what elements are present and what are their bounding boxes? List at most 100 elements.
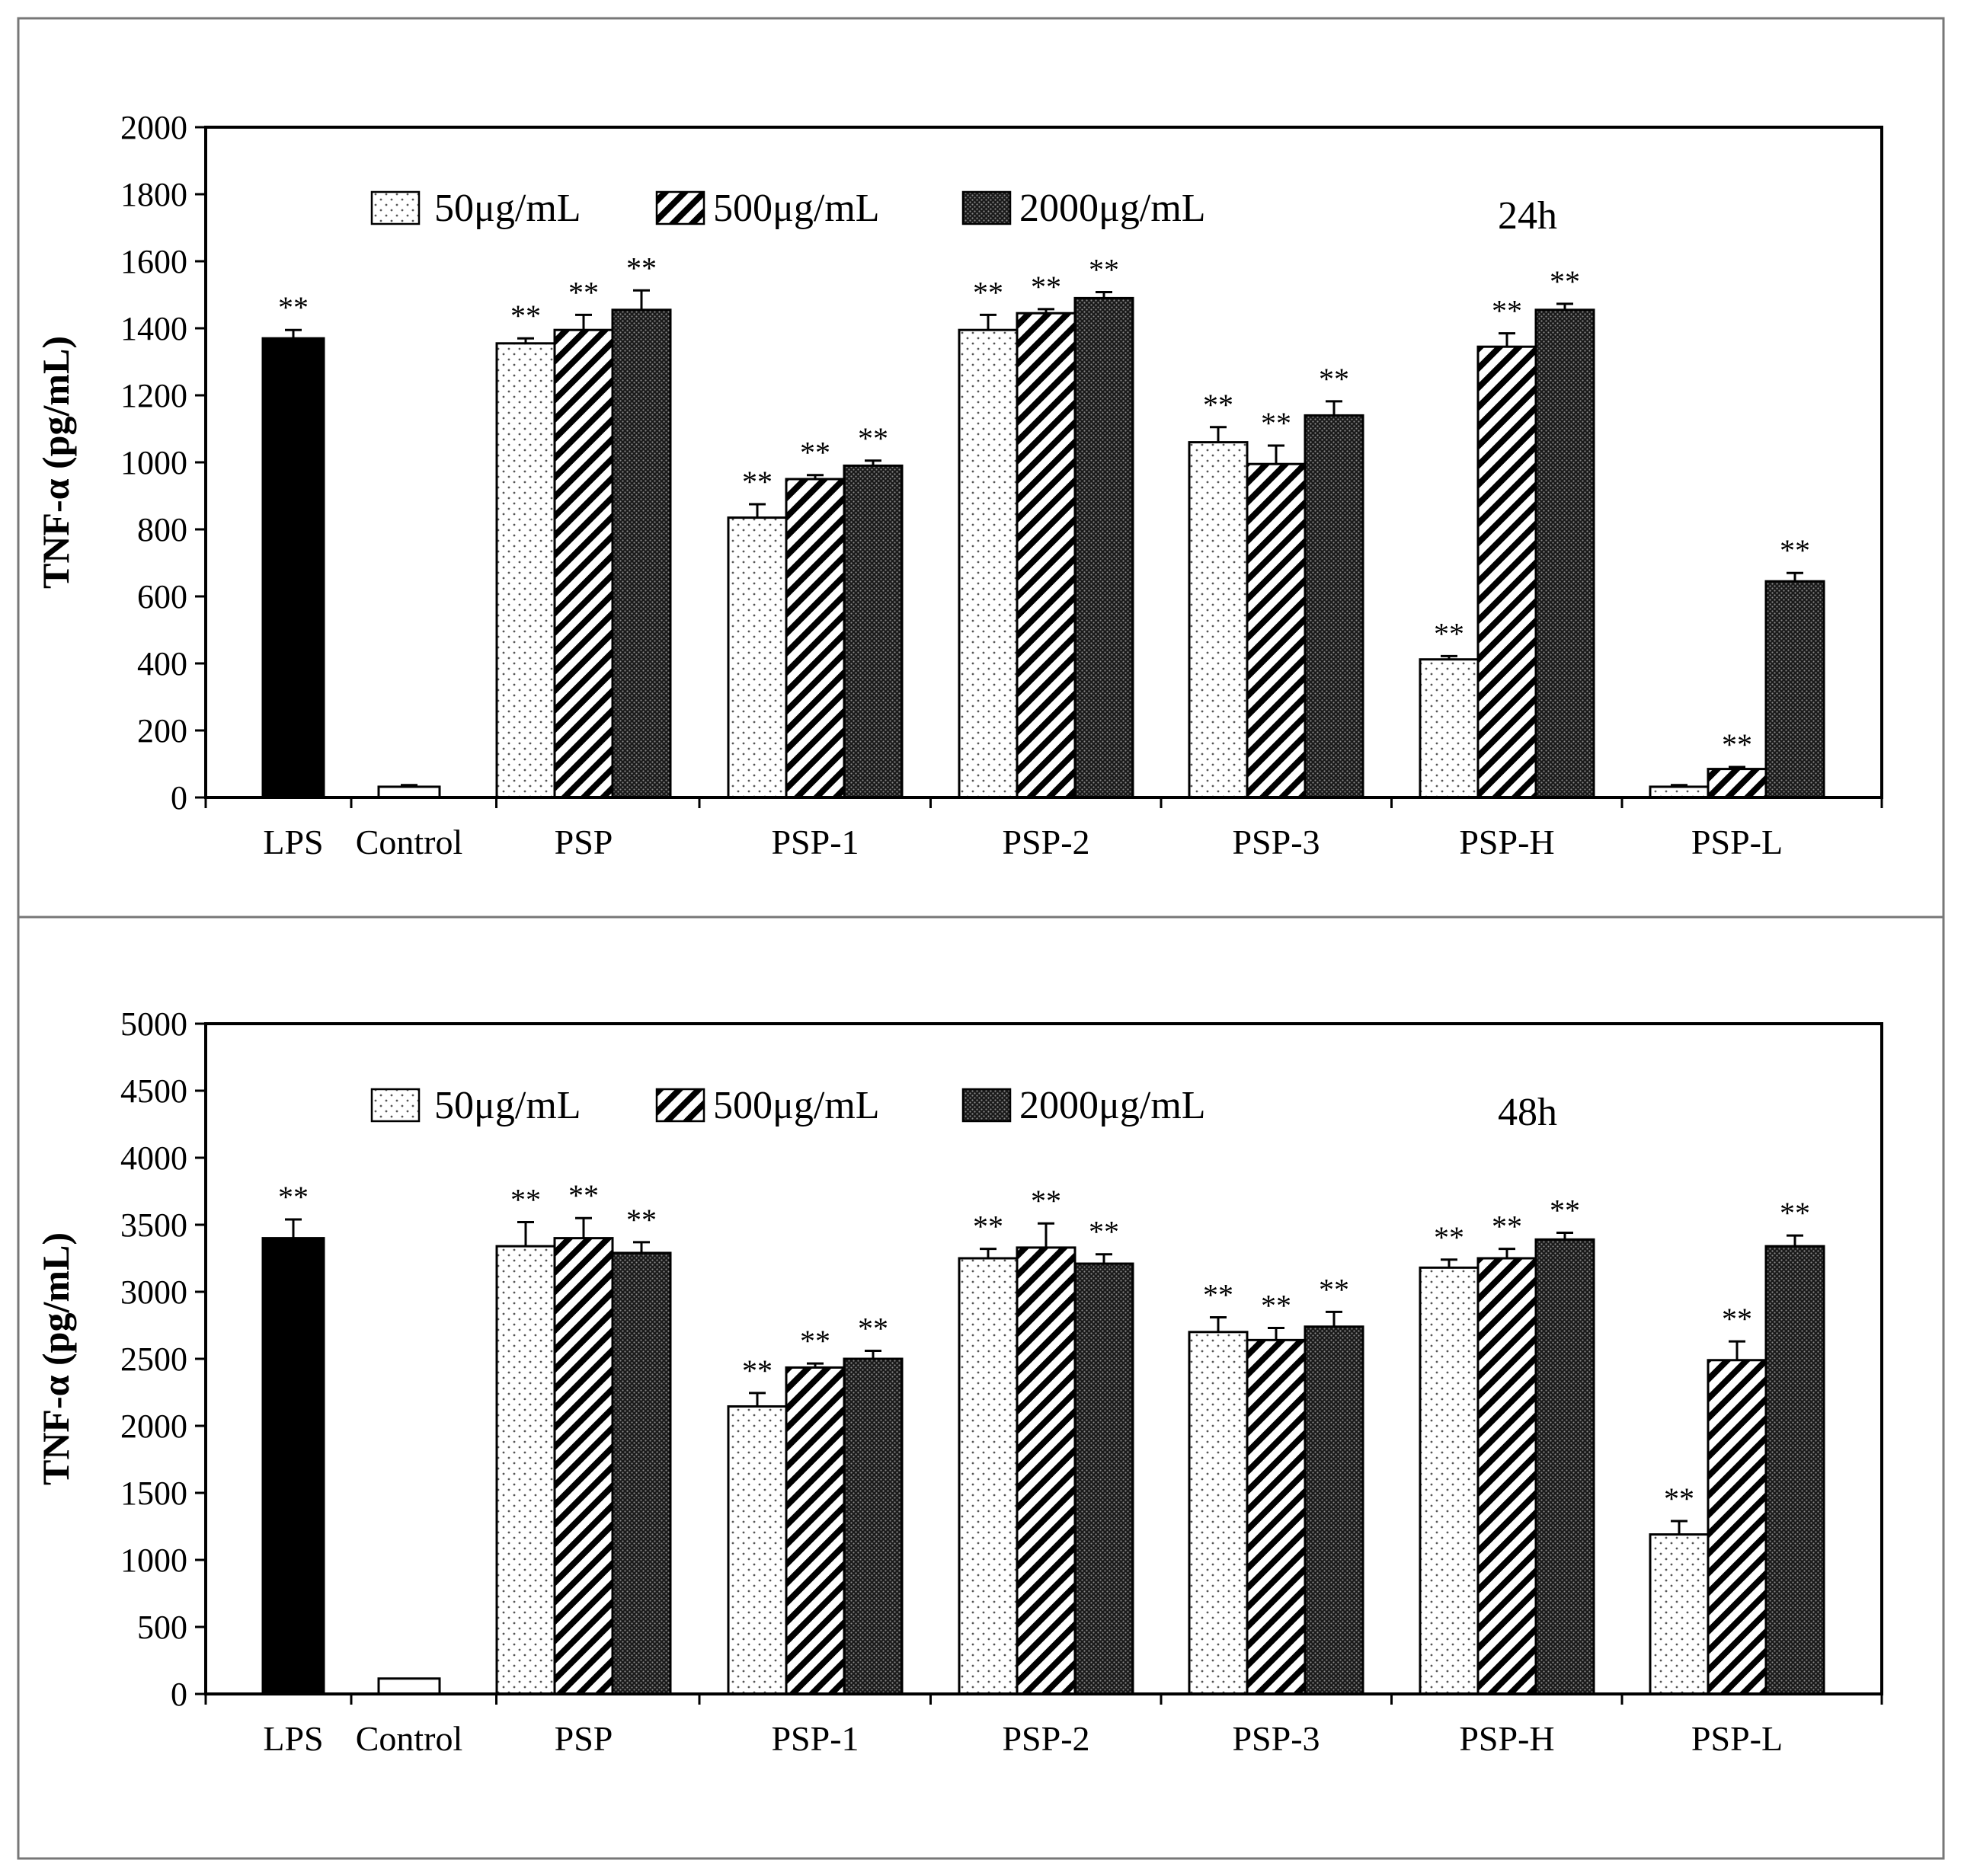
- bar-psp-2: [553, 1237, 614, 1695]
- y-tick-label: 1600: [120, 243, 187, 280]
- x-tick-label: PSP-1: [771, 823, 859, 861]
- significance-marker: **: [626, 1203, 657, 1237]
- panel-frame-bottom: [17, 916, 1945, 1860]
- legend-swatch-500: [655, 190, 705, 225]
- significance-marker: **: [626, 251, 657, 285]
- legend-swatch-2000: [961, 1088, 1012, 1123]
- y-tick-label: 3000: [120, 1274, 187, 1311]
- legend-label-50: 50μg/mL: [434, 187, 581, 230]
- bar-psp-h-1: [1419, 1266, 1480, 1695]
- bar-psp-l-2: [1707, 1359, 1767, 1695]
- y-tick-label: 3500: [120, 1206, 187, 1244]
- significance-marker: **: [568, 1178, 599, 1213]
- bar-psp-3-3: [1304, 414, 1364, 799]
- x-tick-marks-24h: [204, 797, 1883, 808]
- y-ticks-48h: 0 500 1000 1500 2000 2500 3000 3500 4000 4500 5000: [120, 1005, 206, 1713]
- legend-swatch-50: [370, 1088, 421, 1123]
- significance-marker: **: [800, 436, 830, 470]
- legend-label-500: 500μg/mL: [713, 1084, 880, 1127]
- y-tick-label: 4000: [120, 1139, 187, 1177]
- x-tick-marks-48h: [204, 1694, 1883, 1705]
- y-tick-label: 4500: [120, 1072, 187, 1110]
- significance-marker: **: [1550, 1194, 1580, 1228]
- bar-psp-2-3: [1073, 296, 1134, 799]
- bar-psp-l-1: [1649, 1533, 1710, 1695]
- bar-psp-h-1: [1419, 658, 1480, 799]
- x-tick-label: PSP-H: [1459, 823, 1554, 861]
- significance-marker: **: [1664, 1481, 1694, 1516]
- y-tick-label: 400: [137, 645, 187, 682]
- significance-marker: **: [742, 465, 773, 499]
- bar-psp-3-3: [1304, 1325, 1364, 1695]
- significance-marker: **: [858, 421, 888, 455]
- x-tick-label: LPS: [263, 823, 323, 861]
- chart-title-24h: 24h: [1498, 194, 1557, 238]
- significance-marker: **: [800, 1324, 830, 1358]
- significance-marker: **: [1722, 727, 1752, 762]
- bar-psp-2-2: [1016, 1246, 1076, 1695]
- x-tick-label: PSP-1: [771, 1719, 859, 1758]
- chart-24h: 0 200 400 600 800 1000 1200 1400 1600 1800 2000 **…: [34, 109, 1883, 861]
- y-tick-label: 1800: [120, 176, 187, 213]
- legend-48h: 50μg/mL 500μg/mL 2000μg/mL: [370, 1084, 1206, 1127]
- bar-psp-1: [495, 342, 556, 799]
- significance-marker: **: [1203, 388, 1233, 422]
- x-tick-label: PSP: [555, 1719, 613, 1758]
- bar-psp-l-2: [1707, 768, 1767, 799]
- bar-psp-2: [553, 328, 614, 799]
- significance-marker: **: [742, 1353, 773, 1388]
- bar-psp-2-1: [958, 1257, 1019, 1695]
- bar-psp-h-2: [1476, 345, 1537, 799]
- significance-marker: **: [1434, 1220, 1464, 1254]
- x-tick-label: PSP-2: [1002, 823, 1089, 861]
- bars-48h: ** ** ** ** ** ** ** ** ** ** ** ** ** ** ** ** ** ** **: [261, 1178, 1825, 1695]
- plot-area-48h: [204, 1022, 1883, 1695]
- legend-label-2000: 2000μg/mL: [1019, 187, 1206, 230]
- y-ticks-24h: 0 200 400 600 800 1000 1200 1400 1600 1800 2000: [120, 109, 206, 817]
- chart-48h: 0 500 1000 1500 2000 2500 3000 3500 4000 4500 5000…: [34, 1005, 1883, 1758]
- significance-marker: **: [1434, 616, 1464, 650]
- significance-marker: **: [973, 1210, 1003, 1244]
- legend-label-50: 50μg/mL: [434, 1084, 581, 1127]
- bar-psp-h-2: [1476, 1257, 1537, 1695]
- bar-psp-h-3: [1534, 1238, 1595, 1695]
- y-tick-label: 1000: [120, 1542, 187, 1579]
- bar-psp-2-3: [1073, 1262, 1134, 1695]
- bar-psp-3-1: [1188, 1331, 1249, 1695]
- chart-title-48h: 48h: [1498, 1091, 1557, 1134]
- bar-psp-h-3: [1534, 308, 1595, 799]
- bar-psp-3: [611, 1251, 672, 1695]
- plot-area-24h: [204, 126, 1883, 799]
- y-axis-label-24h: TNF-α (pg/mL): [34, 336, 77, 589]
- x-tick-label: PSP-3: [1232, 1719, 1320, 1758]
- bar-psp-1-3: [843, 1357, 904, 1695]
- y-tick-label: 500: [137, 1609, 187, 1646]
- y-tick-label: 1200: [120, 377, 187, 414]
- y-tick-label: 2500: [120, 1341, 187, 1378]
- significance-marker: **: [510, 299, 541, 333]
- legend-swatch-2000: [961, 190, 1012, 225]
- bar-psp-3-1: [1188, 441, 1249, 799]
- y-tick-label: 0: [171, 779, 187, 817]
- significance-marker: **: [973, 275, 1003, 309]
- significance-marker: **: [1031, 1184, 1061, 1218]
- significance-marker: **: [1492, 1210, 1522, 1244]
- significance-marker: **: [1319, 1272, 1349, 1306]
- bar-psp-1-2: [785, 478, 846, 799]
- bar-lps-1: [261, 337, 325, 799]
- significance-marker: **: [1261, 1289, 1291, 1323]
- significance-marker: **: [1780, 533, 1810, 567]
- bar-psp-1-1: [727, 516, 788, 799]
- y-tick-label: 0: [171, 1676, 187, 1713]
- x-tick-label: PSP-H: [1459, 1719, 1554, 1758]
- y-tick-label: 600: [137, 578, 187, 615]
- bar-psp-3: [611, 308, 672, 799]
- bar-psp-1: [495, 1245, 556, 1695]
- bar-psp-2-1: [958, 328, 1019, 799]
- y-tick-label: 5000: [120, 1005, 187, 1043]
- x-labels-48h: LPS Control PSP PSP-1 PSP-2 PSP-3 PSP-H PSP-L: [263, 1719, 1783, 1758]
- y-tick-label: 1000: [120, 444, 187, 481]
- bar-control-1: [377, 785, 441, 799]
- significance-marker: **: [278, 290, 309, 324]
